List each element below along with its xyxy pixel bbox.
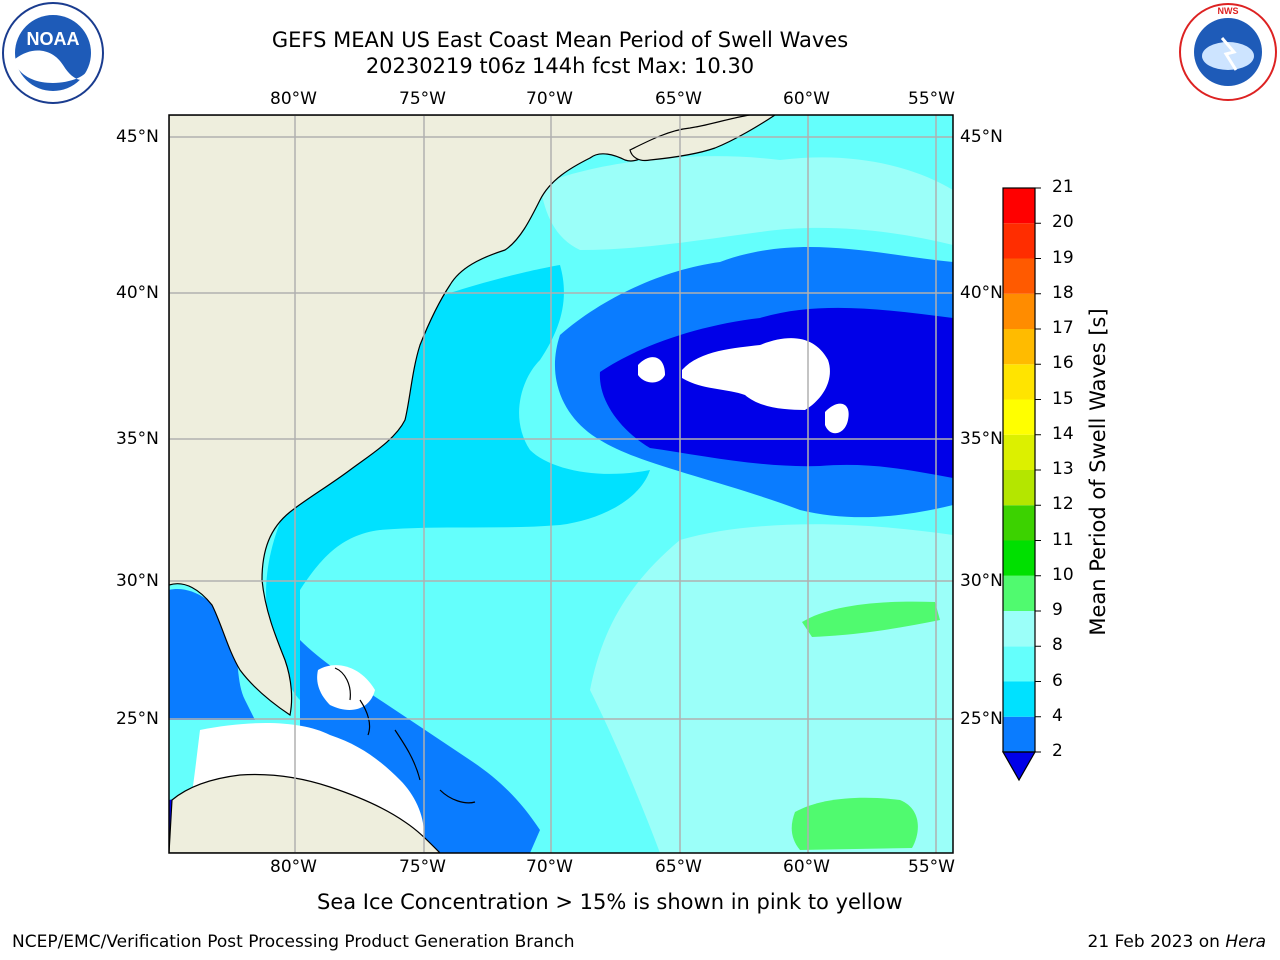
footer-date: 21 Feb 2023 on Hera xyxy=(1088,932,1266,952)
colorbar-title: Mean Period of Swell Waves [s] xyxy=(1086,308,1110,636)
colorbar-swatch xyxy=(1003,399,1035,435)
footer-credit: NCEP/EMC/Verification Post Processing Pr… xyxy=(12,932,575,952)
lon-label-top-60w: 60°W xyxy=(783,89,830,109)
colorbar-tick-label: 9 xyxy=(1052,600,1063,620)
colorbar-tick-label: 13 xyxy=(1052,459,1074,479)
colorbar-tick-label: 17 xyxy=(1052,318,1074,338)
nws-logo: NWS xyxy=(1179,3,1277,101)
lon-label-bottom-80w: 80°W xyxy=(270,857,317,877)
colorbar-swatch xyxy=(1003,434,1035,470)
colorbar xyxy=(1001,187,1041,782)
field-8-9s-north xyxy=(540,156,953,250)
lat-label-right-30n: 30°N xyxy=(960,571,1003,591)
field-no-data-bahamas xyxy=(317,665,375,710)
field-9-10s-patch-a xyxy=(802,601,940,637)
lat-label-left-35n: 35°N xyxy=(116,429,159,449)
svg-text:NWS: NWS xyxy=(1218,6,1239,16)
land-cuba xyxy=(169,773,441,853)
lon-label-bottom-60w: 60°W xyxy=(783,857,830,877)
footer-machine: Hera xyxy=(1225,932,1266,952)
colorbar-tick-label: 14 xyxy=(1052,423,1074,444)
noaa-logo: NOAA xyxy=(2,2,104,104)
colorbar-tick-label: 19 xyxy=(1052,247,1074,268)
chart-title: GEFS MEAN US East Coast Mean Period of S… xyxy=(271,28,849,52)
lat-label-left-45n: 45°N xyxy=(116,127,159,147)
map-frame xyxy=(168,114,954,854)
lon-label-bottom-75w: 75°W xyxy=(399,857,446,877)
colorbar-underflow-arrow xyxy=(1001,751,1037,782)
colorbar-swatch xyxy=(1003,188,1035,224)
colorbar-tick-label: 2 xyxy=(1052,741,1063,761)
colorbar-swatch xyxy=(1003,611,1035,647)
colorbar-swatch xyxy=(1003,540,1035,576)
lat-label-left-40n: 40°N xyxy=(116,283,159,303)
colorbar-tick-label: 8 xyxy=(1052,635,1063,656)
field-no-data-hole-c xyxy=(825,403,849,434)
lon-label-bottom-70w: 70°W xyxy=(526,857,573,877)
colorbar-swatch xyxy=(1003,505,1035,541)
lon-label-top-65w: 65°W xyxy=(655,89,702,109)
colorbar-swatch xyxy=(1003,575,1035,611)
colorbar-swatch xyxy=(1003,364,1035,400)
colorbar-tick-label: 11 xyxy=(1052,529,1074,550)
lon-label-top-75w: 75°W xyxy=(399,89,446,109)
lon-label-top-80w: 80°W xyxy=(270,89,317,109)
lat-label-right-35n: 35°N xyxy=(960,429,1003,449)
lon-label-top-70w: 70°W xyxy=(526,89,573,109)
lon-label-bottom-65w: 65°W xyxy=(655,857,702,877)
field-9-10s-patch-b xyxy=(791,797,918,850)
colorbar-tick-label: 6 xyxy=(1052,670,1063,691)
colorbar-tick-label: 10 xyxy=(1052,564,1074,585)
colorbar-tick-label: 20 xyxy=(1052,212,1074,233)
colorbar-tick-label: 15 xyxy=(1052,388,1074,409)
colorbar-swatch xyxy=(1003,258,1035,294)
field-4-6s-coastal xyxy=(266,265,650,700)
colorbar-tick-label: 18 xyxy=(1052,282,1074,303)
lon-label-top-55w: 55°W xyxy=(908,89,955,109)
colorbar-swatch xyxy=(1003,329,1035,365)
swell-period-field xyxy=(169,115,953,853)
footer-date-text: 21 Feb 2023 on xyxy=(1087,932,1220,952)
noaa-logo-text: NOAA xyxy=(27,29,80,49)
colorbar-swatch xyxy=(1003,470,1035,506)
field-no-data-hole-b xyxy=(638,357,665,383)
chart-subtitle: 20230219 t06z 144h fcst Max: 10.30 xyxy=(365,54,755,78)
lat-label-right-40n: 40°N xyxy=(960,283,1003,303)
ice-note: Sea Ice Concentration > 15% is shown in … xyxy=(317,890,903,914)
colorbar-tick-label: 12 xyxy=(1052,494,1074,515)
field-gulf-2-4s xyxy=(169,589,255,720)
lon-label-bottom-55w: 55°W xyxy=(908,857,955,877)
lat-label-left-30n: 30°N xyxy=(116,571,159,591)
colorbar-swatch xyxy=(1003,223,1035,259)
colorbar-tick-label: 21 xyxy=(1052,177,1074,197)
lat-label-left-25n: 25°N xyxy=(116,709,159,729)
colorbar-swatch xyxy=(1003,681,1035,717)
lat-label-right-25n: 25°N xyxy=(960,709,1003,729)
land-north-america xyxy=(169,115,761,716)
colorbar-swatch xyxy=(1003,293,1035,329)
lat-label-right-45n: 45°N xyxy=(960,127,1003,147)
graticule xyxy=(169,115,953,853)
colorbar-tick-label: 4 xyxy=(1052,705,1063,726)
colorbar-swatch xyxy=(1003,646,1035,682)
colorbar-swatch xyxy=(1003,716,1035,752)
field-no-data-hole-a xyxy=(682,338,830,410)
colorbar-tick-label: 16 xyxy=(1052,353,1074,374)
